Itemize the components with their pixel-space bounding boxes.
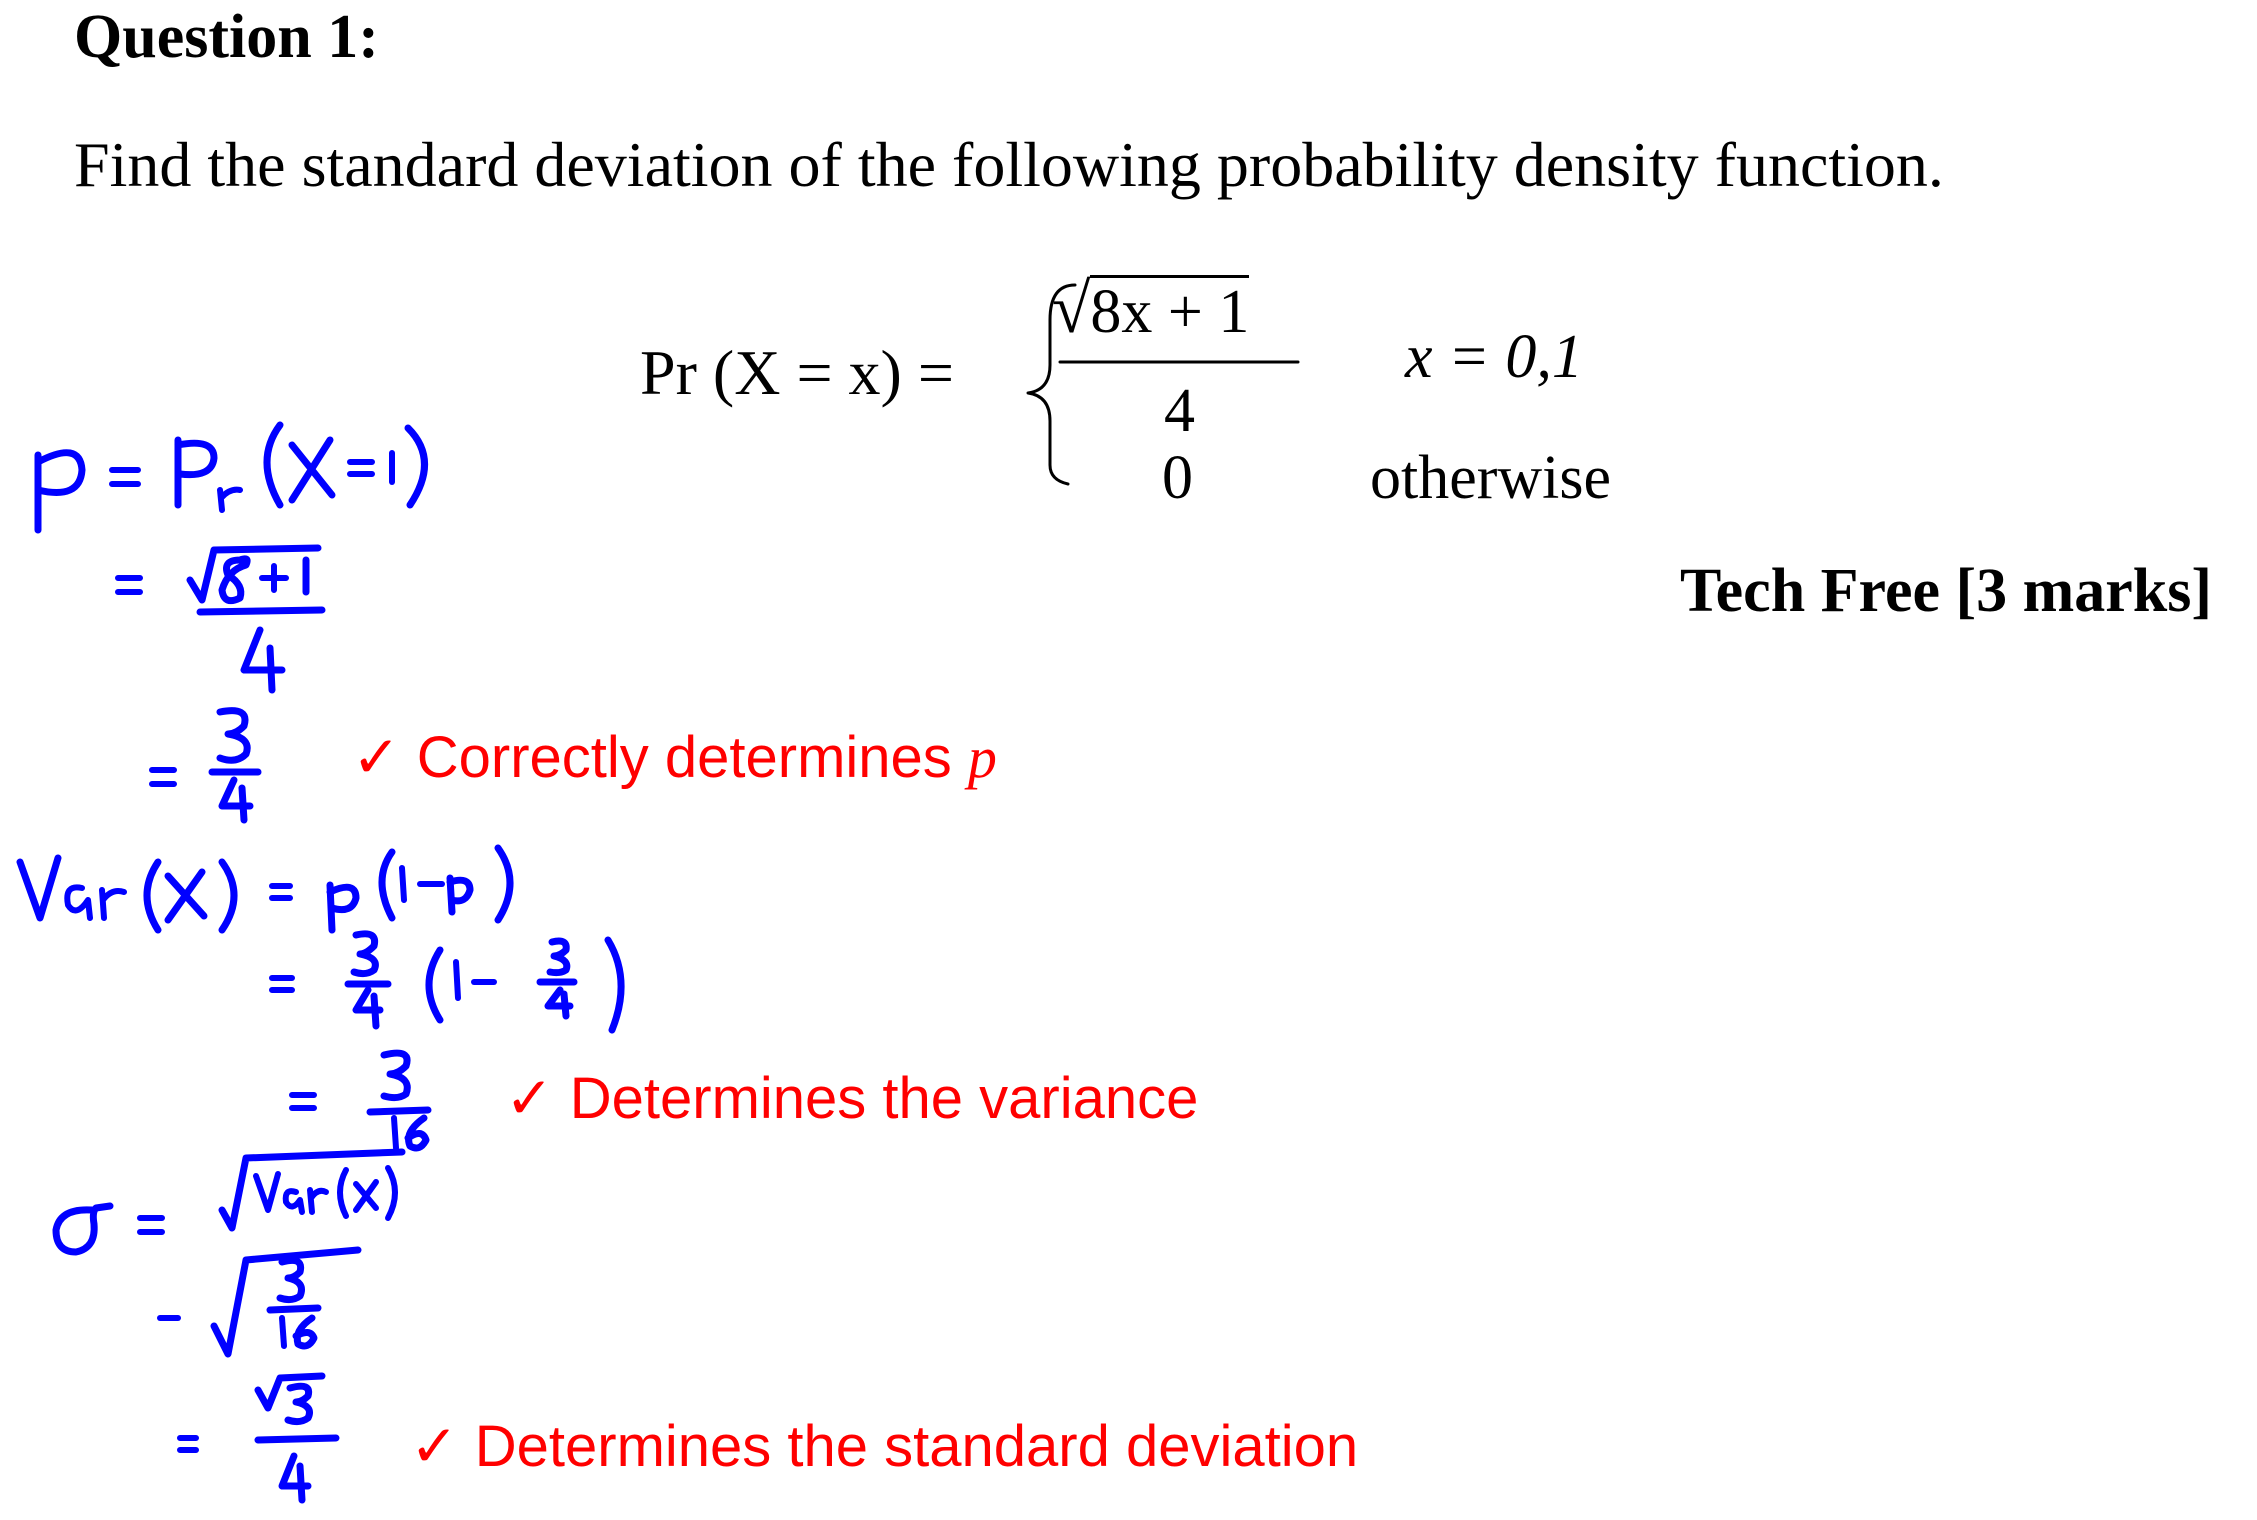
handwriting-variance-sub: [269, 930, 625, 1034]
pdf-denominator: 4: [1164, 377, 1195, 445]
question-prompt: Find the standard deviation of the follo…: [74, 129, 1944, 200]
marking-variable: p: [967, 725, 997, 790]
handwriting-sqrt3-over-4: [177, 1372, 340, 1504]
handwriting-sqrt-three-sixteenths: [157, 1246, 362, 1358]
marking-line-2: ✓ Determines the variance: [505, 1064, 1198, 1132]
pdf-otherwise-value: 0: [1162, 444, 1193, 512]
pdf-brace: [1026, 283, 1077, 486]
check-icon: ✓: [352, 725, 401, 790]
marking-text: Determines the standard deviation: [474, 1414, 1359, 1479]
handwriting-p-line: [34, 421, 428, 534]
marks-label: Tech Free [3 marks]: [1680, 557, 2213, 625]
marking-text: Correctly determines: [416, 725, 968, 790]
pdf-condition-1: x = 0,1: [1405, 323, 1583, 391]
pdf-condition-2: otherwise: [1370, 444, 1612, 512]
pdf-numerator-text: 8x + 1: [1090, 275, 1250, 346]
check-icon: ✓: [410, 1414, 459, 1479]
handwriting-sqrt-fraction: [115, 544, 326, 694]
handwriting-variance-line: [16, 844, 514, 934]
marking-line-3: ✓ Determines the standard deviation: [410, 1412, 1358, 1480]
check-icon: ✓: [505, 1066, 554, 1131]
marking-text: Determines the variance: [569, 1066, 1199, 1131]
marking-line-1: ✓ Correctly determines p: [352, 723, 997, 791]
handwriting-three-sixteenths: [289, 1049, 432, 1152]
handwriting-sigma-line: [52, 1148, 406, 1256]
handwriting-three-quarters: [149, 707, 262, 824]
question-title: Question 1:: [74, 3, 379, 71]
pdf-lhs: Pr (X = x) =: [640, 337, 954, 408]
